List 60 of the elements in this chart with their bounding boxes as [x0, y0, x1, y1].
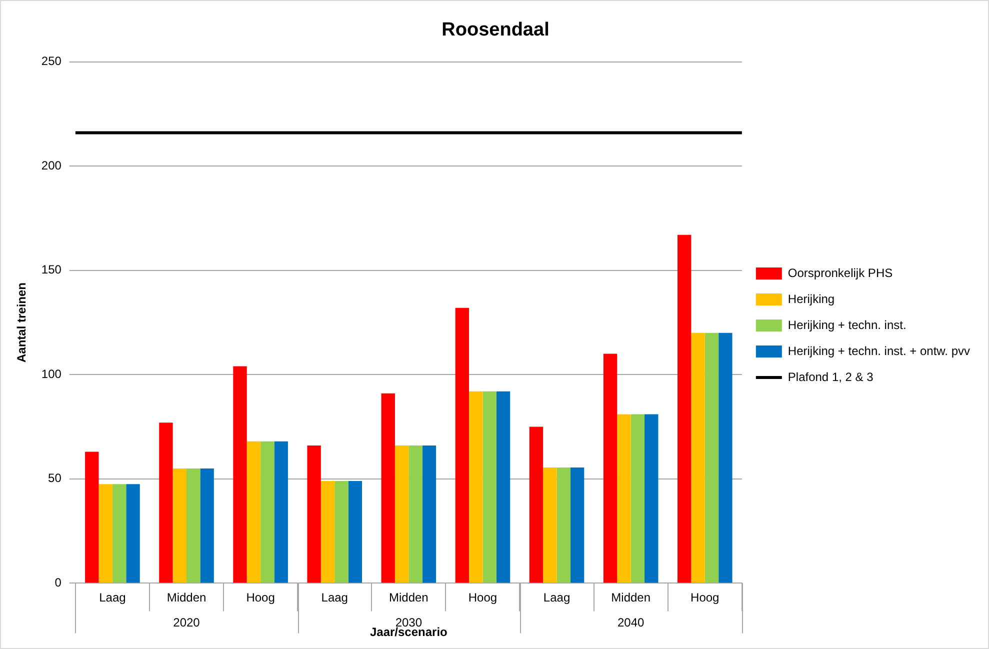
bar	[543, 467, 557, 583]
bar	[469, 391, 483, 583]
bar	[274, 441, 288, 583]
bar	[348, 481, 362, 583]
bar	[334, 481, 348, 583]
bar	[394, 446, 409, 583]
bar	[704, 332, 719, 583]
legend-label: Herijking + techn. inst. + ontw. pvv	[788, 344, 970, 358]
y-axis-title: Aantal treinen	[14, 282, 29, 363]
bar	[186, 468, 200, 583]
x-tick-label: Hoog	[246, 590, 275, 605]
bar	[630, 414, 645, 583]
x-tick-label: Hoog	[690, 590, 720, 605]
legend-label: Oorspronkelijk PHS	[788, 266, 893, 280]
bar	[422, 446, 436, 583]
y-tick-label: 200	[41, 158, 62, 172]
bar	[98, 484, 112, 583]
x-tick-label: Laag	[543, 590, 570, 605]
bar	[233, 366, 247, 583]
bar	[200, 468, 214, 583]
y-tick-label: 150	[41, 262, 62, 277]
bar	[570, 467, 584, 583]
bar	[496, 391, 510, 583]
bar	[677, 234, 692, 583]
bar	[126, 484, 140, 583]
chart-title: Roosendaal	[442, 20, 550, 41]
y-tick-label: 50	[48, 471, 62, 486]
bar	[246, 441, 261, 583]
bar	[408, 446, 422, 583]
bar	[260, 441, 274, 583]
legend-label: Herijking + techn. inst.	[788, 318, 906, 332]
bar	[556, 467, 570, 583]
y-tick-label: 100	[41, 366, 62, 381]
bar	[718, 332, 732, 583]
x-tick-label: Hoog	[468, 590, 498, 605]
bar	[320, 481, 335, 583]
bar	[307, 446, 321, 583]
x-tick-label: Laag	[99, 590, 126, 605]
x-tick-label: Midden	[611, 590, 651, 605]
text: 2020	[173, 616, 200, 630]
x-tick-label: Midden	[388, 590, 428, 605]
bar	[172, 468, 187, 583]
x-tick-label: Laag	[321, 590, 348, 605]
bar	[482, 391, 496, 583]
bar	[691, 332, 705, 583]
y-tick-label: 250	[41, 54, 62, 68]
legend-label: Herijking	[788, 292, 835, 306]
text: 2040	[617, 616, 644, 630]
bar	[603, 354, 618, 583]
bar	[85, 452, 99, 583]
bar	[529, 426, 544, 583]
bar	[112, 484, 126, 583]
legend-label: Plafond 1, 2 & 3	[788, 370, 874, 384]
y-tick-label: 0	[54, 576, 62, 590]
bar	[159, 422, 173, 583]
bar	[644, 414, 658, 583]
bar	[381, 393, 395, 583]
bar	[617, 414, 631, 583]
bar	[455, 308, 470, 583]
x-tick-label: Midden	[166, 590, 206, 605]
